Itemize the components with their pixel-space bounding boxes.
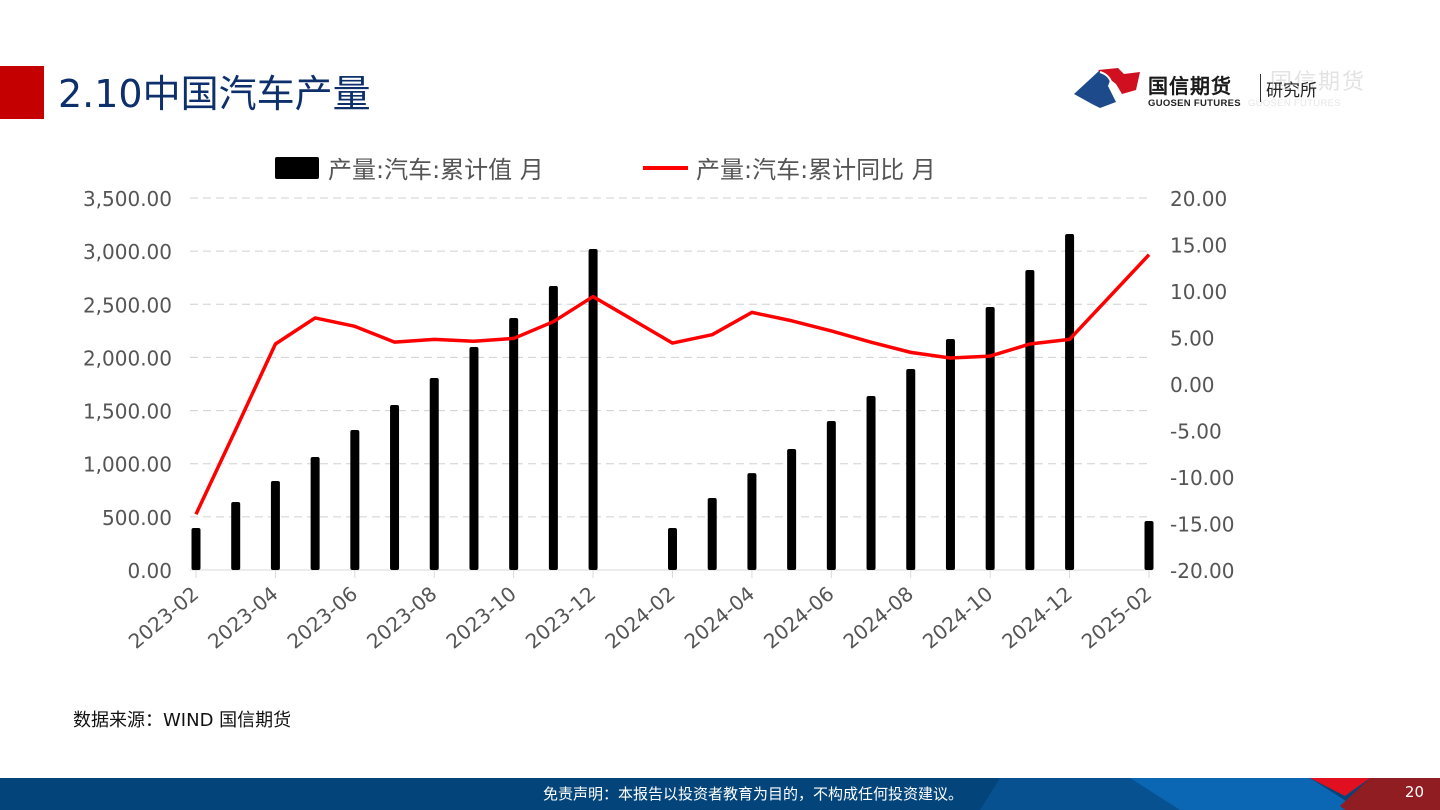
logo-name-cn: 国信期货 [1148,74,1232,98]
bar-cumulative-value [548,286,558,570]
bar-cumulative-value [1025,270,1035,570]
y-axis-left-tick: 500.00 [102,506,172,530]
logo-divider [1260,74,1261,102]
x-axis-tick-label: 2023-02 [124,581,203,653]
y-axis-left-tick: 3,500.00 [83,187,172,211]
page-number: 20 [1404,783,1424,801]
y-axis-right-tick: 5.00 [1170,327,1215,351]
bar-cumulative-value [350,430,360,570]
bar-cumulative-value [469,347,479,570]
legend-line-label: 产量:汽车:累计同比 月 [696,156,936,184]
y-axis-right-tick: -20.00 [1170,559,1234,583]
bar-cumulative-value [310,457,320,570]
y-axis-right-tick: -10.00 [1170,466,1234,490]
x-axis-tick-label: 2024-02 [600,581,679,653]
bar-cumulative-value [429,378,439,570]
bar-cumulative-value [747,473,757,570]
bar-cumulative-value [945,339,955,570]
y-axis-right-tick: 15.00 [1170,234,1227,258]
disclaimer-text: 免责声明：本报告以投资者教育为目的，不构成任何投资建议。 [543,785,964,803]
y-axis-right-tick: 10.00 [1170,280,1227,304]
y-axis-right-tick: -15.00 [1170,513,1234,537]
x-axis-tick-label: 2024-12 [997,581,1076,653]
line-yoy-growth [194,253,1151,515]
bar-cumulative-value [866,396,876,570]
y-axis-left-tick: 1,000.00 [83,453,172,477]
y-axis-left-tick: 1,500.00 [83,400,172,424]
x-axis-tick-label: 2023-04 [203,581,282,653]
y-axis-right-tick: 20.00 [1170,187,1227,211]
legend-bar-swatch [275,157,319,179]
bar-cumulative-value [390,405,400,570]
bar-cumulative-value [191,528,201,570]
page-title: 2.10中国汽车产量 [58,72,371,116]
production-chart: 0.00 500.00 1,000.00 1,500.00 2,000.00 2,500.… [83,156,1235,654]
y-axis-right-tick: -5.00 [1170,420,1222,444]
bar-cumulative-value [509,317,519,570]
x-axis-tick-label: 2023-06 [283,581,362,653]
y-axis-right-tick: 0.00 [1170,373,1215,397]
bar-cumulative-value [1065,234,1075,570]
legend-bar-label: 产量:汽车:累计值 月 [328,156,544,184]
y-axis-left-tick: 2,000.00 [83,346,172,370]
x-axis-tick-label: 2024-06 [759,581,838,653]
bar-cumulative-value [588,249,598,570]
data-source: 数据来源：WIND 国信期货 [73,710,292,731]
bar-cumulative-value [985,307,995,570]
footer-bar: 免责声明：本报告以投资者教育为目的，不构成任何投资建议。 20 [0,778,1440,810]
x-axis-tick-label: 2025-02 [1077,581,1156,653]
logo-name-en: GUOSEN FUTURES [1148,98,1241,109]
bar-cumulative-value [787,449,797,570]
footer-decoration [980,778,1440,810]
x-axis-tick-label: 2024-10 [918,581,997,653]
bar-cumulative-value [231,501,241,570]
bar-cumulative-value [668,528,677,570]
bar-cumulative-value [826,420,836,570]
bar-cumulative-value [906,369,916,570]
y-axis-left-tick: 0.00 [127,559,172,583]
y-axis-left-tick: 2,500.00 [83,293,172,317]
title-accent-bar [0,66,44,119]
x-axis-tick-label: 2023-12 [521,581,600,653]
x-axis-tick-label: 2023-10 [441,581,520,653]
logo-subtitle: 研究所 [1266,81,1317,101]
bar-cumulative-value [707,498,717,570]
guosen-logo-icon [1074,68,1140,108]
bar-cumulative-value [1144,521,1154,570]
company-logo: 国信期货 GUOSEN FUTURES 国信期货 GUOSEN FUTURES … [1070,64,1370,116]
x-axis-tick-label: 2024-04 [680,581,759,653]
x-axis-tick-label: 2023-08 [362,581,441,653]
y-axis-left-tick: 3,000.00 [83,240,172,264]
x-axis-tick-label: 2024-08 [839,581,918,653]
bar-cumulative-value [270,481,280,570]
